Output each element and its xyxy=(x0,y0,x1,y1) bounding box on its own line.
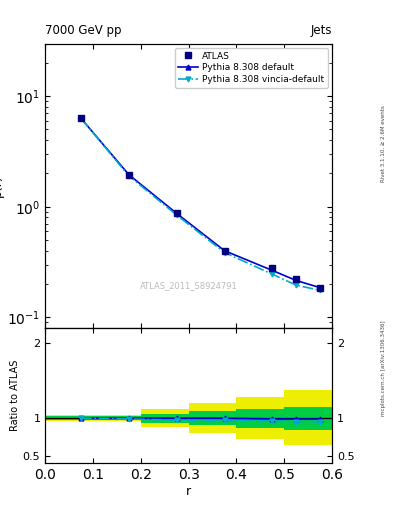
Text: mcplots.cern.ch [arXiv:1306.3436]: mcplots.cern.ch [arXiv:1306.3436] xyxy=(381,321,386,416)
Bar xyxy=(237,409,284,428)
Bar xyxy=(45,416,117,420)
Y-axis label: ρ(r): ρ(r) xyxy=(0,175,4,197)
Bar xyxy=(117,416,141,420)
Bar xyxy=(141,409,189,427)
Bar xyxy=(189,411,237,425)
Bar xyxy=(45,415,117,421)
Text: Jets: Jets xyxy=(310,24,332,37)
Legend: ATLAS, Pythia 8.308 default, Pythia 8.308 vincia-default: ATLAS, Pythia 8.308 default, Pythia 8.30… xyxy=(175,48,328,88)
Bar xyxy=(189,403,237,433)
Text: 7000 GeV pp: 7000 GeV pp xyxy=(45,24,122,37)
Bar xyxy=(237,397,284,439)
Bar xyxy=(284,390,332,444)
Text: ATLAS_2011_S8924791: ATLAS_2011_S8924791 xyxy=(140,281,237,290)
Bar xyxy=(117,415,141,421)
Y-axis label: Ratio to ATLAS: Ratio to ATLAS xyxy=(10,360,20,431)
Bar xyxy=(284,407,332,430)
Bar xyxy=(141,414,189,423)
X-axis label: r: r xyxy=(186,485,191,498)
Text: Rivet 3.1.10, ≥ 2.6M events: Rivet 3.1.10, ≥ 2.6M events xyxy=(381,105,386,182)
